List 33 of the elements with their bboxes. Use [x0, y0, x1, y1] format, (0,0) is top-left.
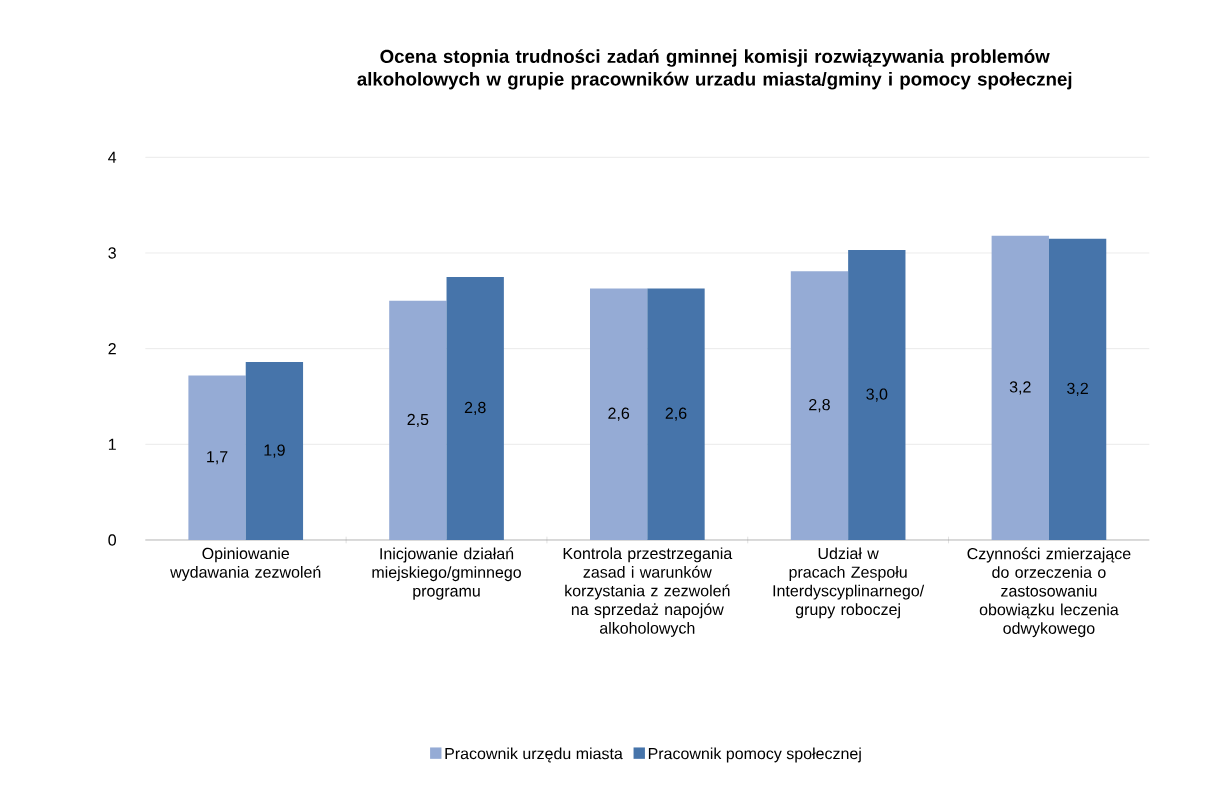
bar	[647, 288, 705, 541]
data-label: 3,2	[1067, 382, 1088, 397]
x-tick-label: Udział w pracach Zespołu Interdyscyplinarnego/ grupy roboczej	[773, 547, 925, 619]
x-tick-label: Kontrola przestrzegania zasad i warunków korzystania z zezwoleń na sprzedaż napojów alkoholowych	[563, 547, 733, 638]
x-tick-label: Inicjowanie działań miejskiego/gminnego programu	[372, 547, 521, 600]
y-tick-label: 4	[108, 152, 117, 163]
bar	[790, 271, 849, 541]
legend-label: Pracownik pomocy społecznej	[648, 747, 861, 763]
y-tick-label: 0	[108, 534, 117, 546]
data-label: 2,8	[464, 402, 486, 416]
data-label: 2,6	[665, 407, 687, 421]
bar	[188, 375, 246, 541]
bar	[991, 235, 1049, 541]
data-label: 2,6	[608, 407, 630, 421]
chart-title: Ocena stopnia trudności zadań gminnej komisji rozwiązywania problemów alkoholowych w grupie pracowników urzadu miasta/gminy i pomocy społecznej	[357, 49, 1072, 90]
y-tick-label: 1	[108, 439, 116, 450]
y-tick-label: 2	[108, 343, 116, 355]
x-tick-label: Opiniowanie wydawania zezwoleń	[170, 547, 321, 582]
data-label: 3,2	[1009, 381, 1031, 395]
data-label: 1,7	[207, 451, 228, 465]
bar	[245, 362, 304, 541]
data-label: 1,9	[264, 444, 285, 458]
bar	[1048, 238, 1107, 541]
bar	[848, 250, 906, 541]
x-tick-label: Czynności zmierzające do orzeczenia o zastosowaniu obowiązku leczenia odwykowego	[967, 547, 1131, 638]
y-tick-label: 3	[108, 247, 116, 259]
bar	[389, 300, 447, 541]
legend-label: Pracownik urzędu miasta	[445, 747, 623, 763]
bar	[590, 288, 648, 541]
bar	[446, 277, 504, 541]
data-label: 2,5	[407, 413, 429, 428]
data-label: 3,0	[866, 388, 888, 402]
data-label: 2,8	[809, 399, 830, 413]
